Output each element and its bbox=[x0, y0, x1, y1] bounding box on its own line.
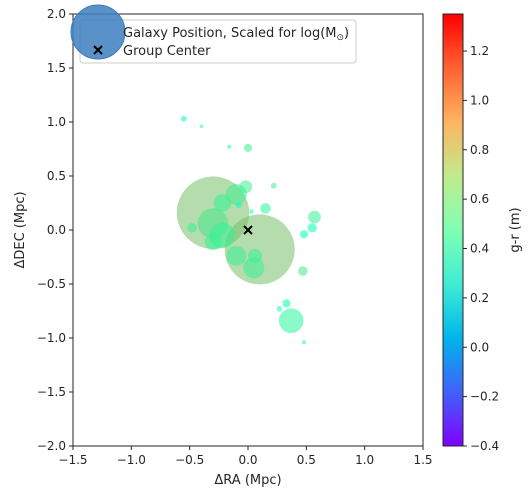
galaxy-point bbox=[213, 194, 232, 212]
y-tick-label: −0.5 bbox=[37, 277, 66, 291]
galaxy-point bbox=[248, 248, 262, 263]
colorbar-gradient bbox=[442, 13, 464, 447]
galaxy-point bbox=[227, 144, 232, 149]
y-tick-label: 1.0 bbox=[47, 115, 66, 129]
galaxy-point bbox=[180, 115, 187, 122]
colorbar-tick-label: 0.0 bbox=[470, 340, 489, 354]
x-tick-label: −1.0 bbox=[117, 453, 146, 467]
galaxy-point bbox=[235, 202, 242, 209]
colorbar-tick-label: 1.0 bbox=[470, 93, 489, 107]
plot-area: −1.5 −1.0 −0.5 0.0 0.5 1.0 1.5 −2.0−1.5−1.0−0.… bbox=[13, 7, 433, 488]
galaxy-point bbox=[239, 180, 253, 194]
x-axis-label: ΔRA (Mpc) bbox=[214, 473, 281, 488]
legend-center-marker bbox=[93, 45, 103, 55]
center-x-stroke bbox=[243, 225, 253, 235]
colorbar-tick-label: 1.2 bbox=[470, 44, 489, 58]
y-tick-label: 2.0 bbox=[47, 7, 66, 21]
y-tick-label: −1.5 bbox=[37, 385, 66, 399]
x-tick-label: −0.5 bbox=[175, 453, 204, 467]
colorbar-tick-label: 0.2 bbox=[470, 291, 489, 305]
galaxy-point bbox=[187, 223, 197, 233]
x-tick-label: 1.0 bbox=[355, 453, 374, 467]
galaxy-point bbox=[282, 299, 291, 308]
galaxy-point bbox=[307, 223, 317, 233]
galaxy-point bbox=[302, 340, 306, 345]
galaxy-point bbox=[226, 246, 247, 266]
y-tick-label: −2.0 bbox=[37, 439, 66, 453]
y-tick-label: 0.5 bbox=[47, 169, 66, 183]
galaxy-points bbox=[176, 115, 321, 345]
colorbar-tick-label: 0.6 bbox=[470, 192, 489, 206]
galaxy-point bbox=[278, 308, 304, 334]
colorbar-ticks: −0.4 −0.2 0.0 0.2 0.4 0.6 0.8 1.0 1.2 bbox=[463, 44, 499, 453]
colorbar: −0.4 −0.2 0.0 0.2 0.4 0.6 0.8 1.0 1.2 g-r (m) bbox=[442, 13, 523, 453]
galaxy-point bbox=[308, 210, 321, 224]
legend-galaxy-label: Galaxy Position, Scaled for log(M⊙) bbox=[123, 26, 349, 43]
y-tick-label: 1.5 bbox=[47, 61, 66, 75]
galaxy-point bbox=[299, 230, 309, 239]
colorbar-tick-label: −0.2 bbox=[470, 390, 499, 404]
x-tick-label: 0.5 bbox=[297, 453, 316, 467]
y-tick-label: 0.0 bbox=[47, 223, 66, 237]
galaxy-point bbox=[199, 124, 204, 129]
colorbar-label: g-r (m) bbox=[508, 207, 523, 252]
galaxy-point bbox=[276, 305, 283, 312]
y-axis-label: ΔDEC (Mpc) bbox=[13, 191, 28, 268]
galaxy-point bbox=[224, 214, 295, 285]
galaxy-point bbox=[204, 233, 222, 251]
colorbar-tick-label: 0.8 bbox=[470, 143, 489, 157]
x-tick-label: 0.0 bbox=[238, 453, 257, 467]
x-tick-label: 1.5 bbox=[413, 453, 432, 467]
galaxy-point bbox=[249, 209, 254, 214]
x-axis-ticks: −1.5 −1.0 −0.5 0.0 0.5 1.0 1.5 bbox=[58, 446, 433, 467]
y-axis-ticks: −2.0 −1.5 −1.0 −0.5 0.0 0.5 1.0 1.5 2.0 bbox=[37, 7, 73, 453]
colorbar-tick-label: −0.4 bbox=[470, 439, 499, 453]
legend: Galaxy Position, Scaled for log(M⊙) Grou… bbox=[70, 4, 357, 64]
y-tick-label: −1.0 bbox=[37, 331, 66, 345]
galaxy-point bbox=[298, 266, 308, 276]
group-center-marker bbox=[243, 225, 253, 235]
galaxy-point bbox=[260, 203, 271, 214]
legend-galaxy-marker bbox=[70, 4, 126, 60]
colorbar-tick-label: 0.4 bbox=[470, 242, 489, 256]
galaxy-point bbox=[243, 257, 265, 279]
galaxy-point bbox=[243, 143, 253, 152]
x-tick-label: −1.5 bbox=[58, 453, 87, 467]
galaxy-point bbox=[270, 182, 277, 189]
legend-center-label: Group Center bbox=[123, 44, 211, 59]
